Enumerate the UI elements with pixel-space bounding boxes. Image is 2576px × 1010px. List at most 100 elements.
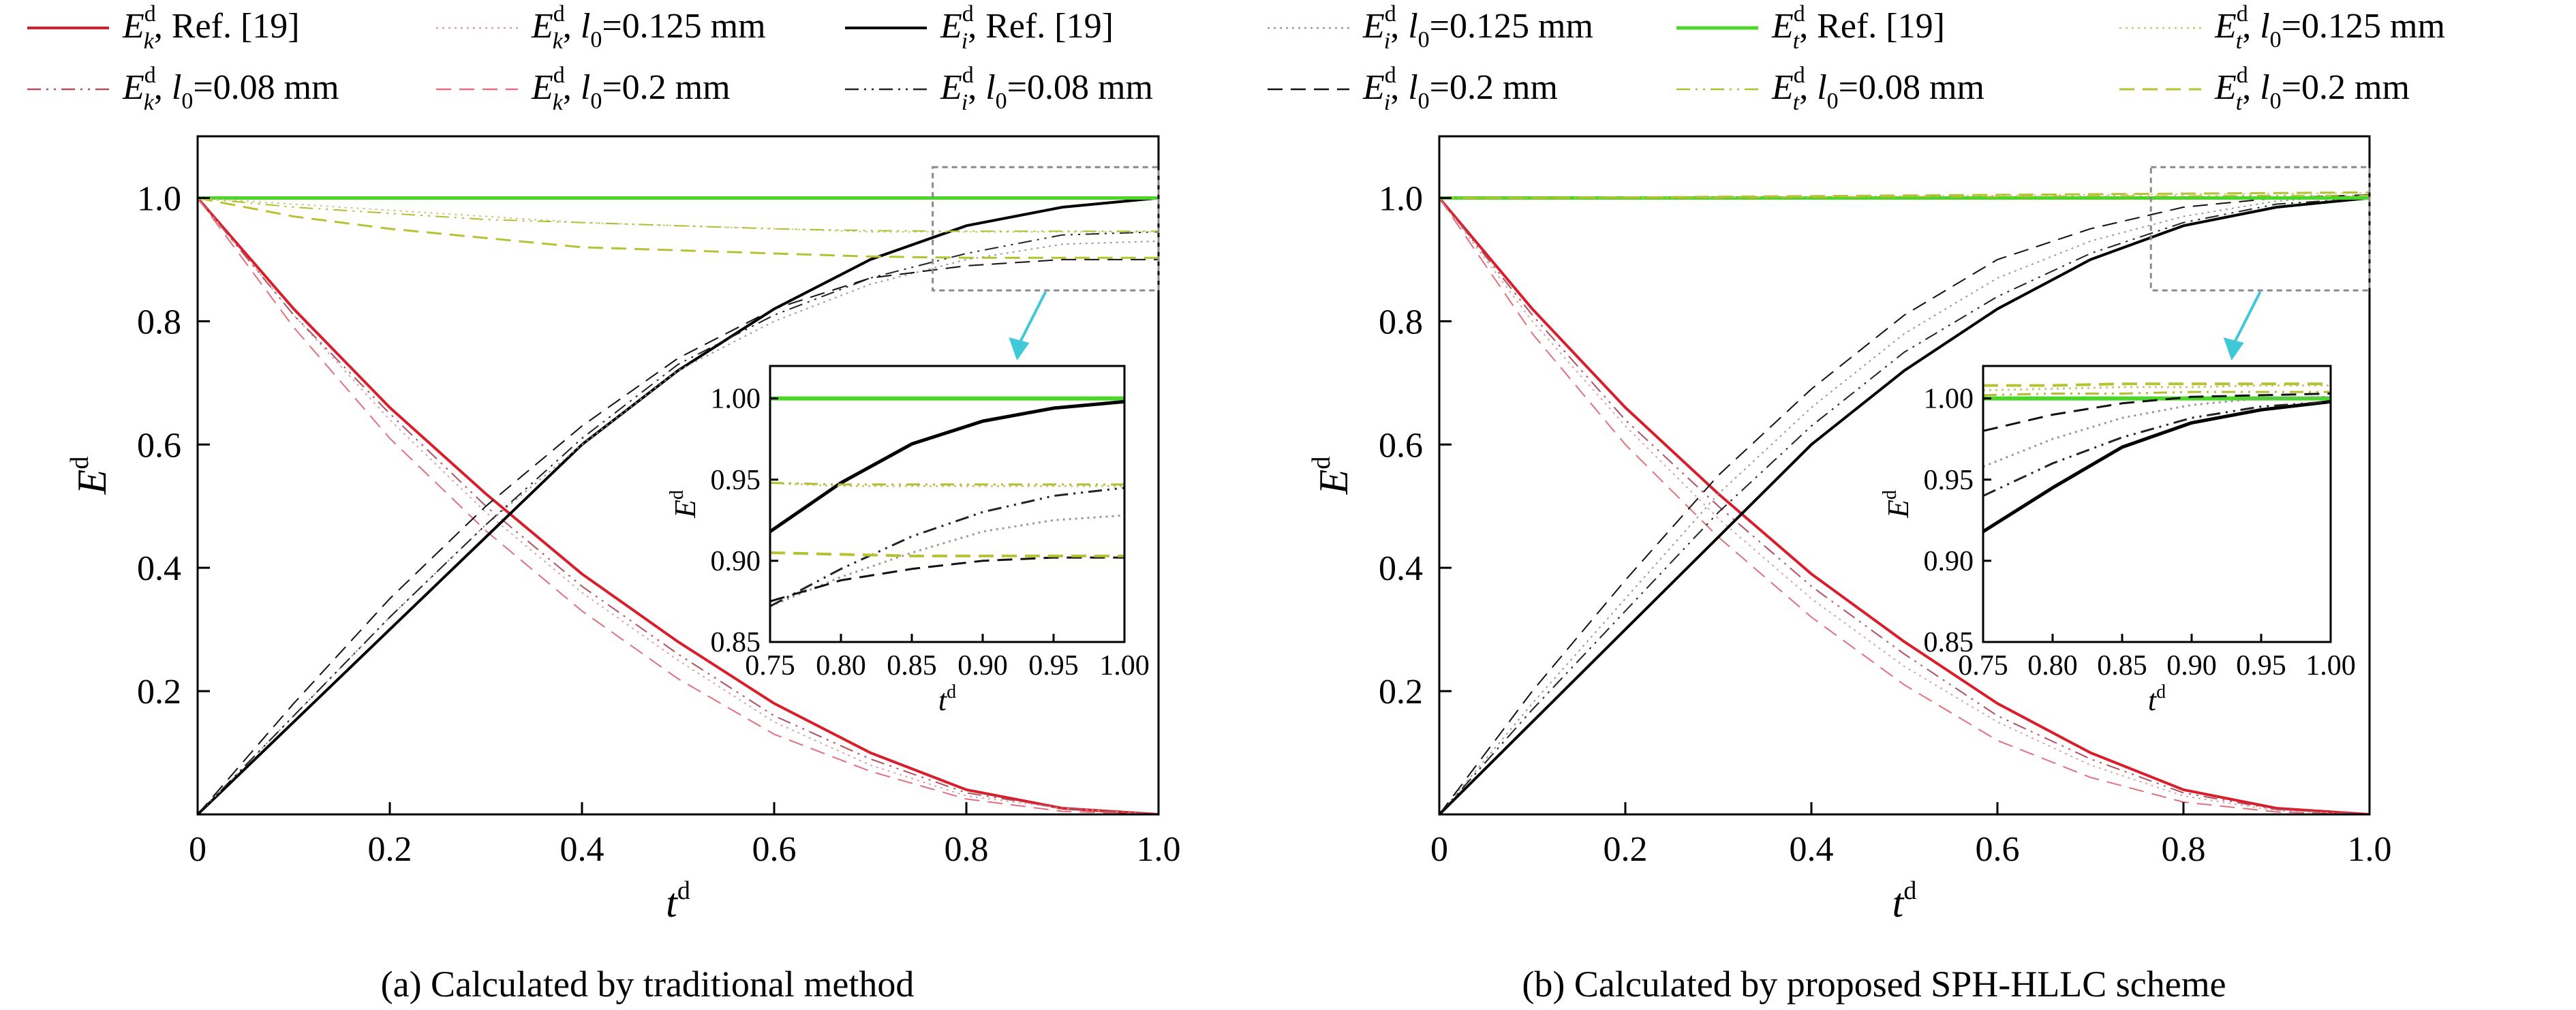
x-tick-label: 0.75 [745,650,795,682]
series-line [770,551,1124,557]
series-line [1983,393,2331,432]
series-line [1439,197,2370,814]
series-line [1439,196,2370,814]
zoom-box [2149,166,2371,292]
legend-label: Ed i, Ref. [19] [940,1,1114,54]
y-tick-label: 1.0 [1379,179,1423,218]
legend-entry: Ed k, l0=0.08 mm [27,63,339,115]
legend-entry: Ed i, l0=0.125 mm [1268,1,1593,54]
legend-entry: Ed t, Ref. [19] [1676,1,1945,54]
zoom-arrow-shaft [1017,291,1047,346]
y-axis-label: Ed [1880,490,1915,519]
series-line [1439,197,2370,814]
x-tick-label: 0.95 [1028,650,1079,682]
series-line [198,197,1159,814]
x-tick-label: 0.95 [2236,650,2286,682]
series-line [198,258,1159,814]
inset-chart: 0.75 0.80 0.85 0.90 0.95 1.00 0.85 0.90 0.95 1.00… [1880,365,2356,717]
inset-frame [769,365,1126,643]
x-axis-label: td [1892,876,1917,925]
legend-entry: Ed k, l0=0.2 mm [436,63,731,115]
y-tick-label: 0.95 [1924,465,1974,496]
legend-entry: Ed t, l0=0.08 mm [1676,63,1984,115]
series-line [198,197,1159,814]
legend-entry: Ed i, Ref. [19] [845,1,1114,54]
y-tick-label: 1.00 [711,384,761,415]
y-axis-label: Ed [666,490,702,519]
y-tick-label: 1.00 [1924,384,1974,415]
legend-label: Ed k, Ref. [19] [122,1,300,54]
plot-frame [1438,135,2371,816]
caption-a: (a) Calculated by traditional method [381,964,915,1005]
y-tick-label: 0.4 [1379,549,1423,588]
x-tick-label: 1.0 [2348,830,2392,869]
series-line [1439,197,2370,814]
x-tick-label: 0.4 [1790,830,1834,869]
y-tick-label: 0.85 [1924,627,1974,658]
y-tick-label: 0.6 [1379,426,1423,465]
inset-chart: 0.75 0.80 0.85 0.90 0.95 1.00 0.85 0.90 0.95 1.00… [666,365,1150,717]
x-tick-label: 0.4 [560,830,604,869]
series-line [1983,391,2331,397]
legend-entry: Ed t, l0=0.125 mm [2119,1,2445,54]
x-tick-label: 0.90 [2166,650,2217,682]
y-axis-label: Ed [1307,457,1356,495]
y-tick-label: 0.90 [1924,546,1974,577]
zoom-box [932,166,1160,292]
x-tick-label: 1.00 [2305,650,2356,682]
series-line [198,231,1159,814]
x-tick-label: 0.6 [752,830,797,869]
series-layer [1439,191,2370,814]
legend-entry: Ed k, l0=0.125 mm [436,1,766,54]
series-line [1439,191,2370,199]
plot-frame [196,135,1160,816]
x-tick-label: 0.75 [1958,650,2008,682]
y-tick-label: 0.4 [137,549,181,588]
series-line [1439,197,2370,814]
inset-background [1983,366,2331,642]
legend-label: Ed t, l0=0.2 mm [2214,63,2410,115]
zoom-arrow-head [1009,337,1030,361]
series-line [1439,194,2370,814]
legend-entry: Ed i, l0=0.08 mm [845,63,1153,115]
y-tick-label: 0.8 [137,303,181,341]
y-tick-label: 0.2 [1379,673,1423,711]
series-layer [770,396,1124,607]
legend-label: Ed i, l0=0.125 mm [1362,1,1593,54]
x-tick-label: 0.8 [2162,830,2206,869]
x-tick-label: 1.0 [1137,830,1181,869]
series-line [198,197,1159,259]
series-line [1983,399,2331,534]
zoom-arrow-head [2223,337,2244,361]
x-tick-label: 0.2 [368,830,412,869]
series-line [1439,192,2370,199]
series-line [770,487,1124,607]
y-tick-label: 0.2 [137,673,181,711]
series-line [198,197,1159,814]
series-line [1983,395,2331,468]
series-line [1439,197,2370,814]
inset-background [770,366,1124,642]
x-tick-label: 0.80 [2027,650,2078,682]
y-tick-label: 0.85 [711,627,761,658]
y-tick-label: 0.90 [711,546,761,577]
legend-entry: Ed k, Ref. [19] [27,1,300,54]
series-line [198,197,1159,814]
caption-b: (b) Calculated by proposed SPH-HLLC sche… [1522,964,2226,1005]
legend-label: Ed t, l0=0.08 mm [1771,63,1984,115]
y-tick-label: 0.8 [1379,303,1423,341]
y-tick-label: 0.6 [137,426,181,465]
series-line [1983,384,2331,392]
x-tick-label: 0 [1430,830,1448,869]
series-layer [198,196,1159,814]
x-tick-label: 0.85 [887,650,937,682]
y-axis-label: Ed [65,457,114,495]
legend-label: Ed i, l0=0.08 mm [940,63,1153,115]
x-tick-label: 0.2 [1604,830,1648,869]
series-line [770,482,1124,487]
legend-label: Ed t, l0=0.125 mm [2214,1,2445,54]
x-axis-label: td [2148,682,2166,717]
series-line [1983,382,2331,387]
